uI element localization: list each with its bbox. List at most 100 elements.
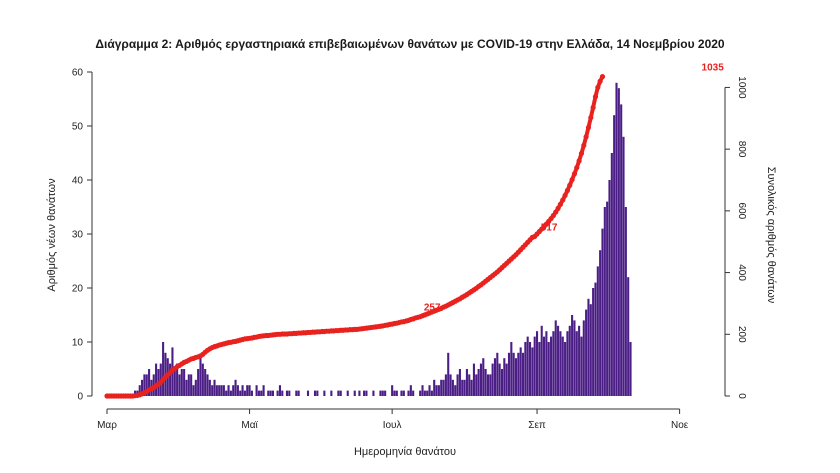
bar <box>402 390 405 396</box>
bar <box>610 153 613 396</box>
bar <box>250 390 253 396</box>
bar <box>449 374 452 396</box>
y-tick-label-right: 0 <box>736 393 747 399</box>
bar <box>505 363 508 396</box>
cumulative-point <box>578 150 585 157</box>
bar <box>458 369 461 396</box>
bar <box>194 379 197 396</box>
cumulative-label: 1035 <box>702 63 725 74</box>
y-tick-label-right: 1000 <box>736 76 747 99</box>
y-axis-label-left: Αριθμός νέων θανάτων <box>46 178 58 292</box>
cumulative-point <box>567 182 573 188</box>
cumulative-label: 517 <box>541 222 558 233</box>
bar <box>521 352 525 396</box>
cumulative-point <box>590 104 596 111</box>
x-tick-label: Ιουλ <box>383 420 402 431</box>
bar <box>496 352 499 396</box>
bar <box>379 390 382 396</box>
bar <box>510 342 513 396</box>
bar <box>236 385 239 396</box>
cumulative-point <box>555 205 561 211</box>
x-tick-label: Μαρ <box>97 420 117 431</box>
bar <box>227 385 230 396</box>
bar <box>456 374 459 396</box>
bar <box>491 363 494 396</box>
x-axis-label: Ημερομηνία θανάτου <box>354 446 456 458</box>
bar <box>241 385 244 396</box>
x-tick-label: Σεπ <box>528 420 546 431</box>
bar <box>145 374 148 396</box>
bar <box>285 390 289 396</box>
bar <box>514 358 518 396</box>
cumulative-point <box>571 171 578 177</box>
bar <box>531 347 534 396</box>
bar <box>218 385 221 396</box>
bar <box>589 304 592 396</box>
bar <box>421 385 424 396</box>
bar <box>412 390 415 396</box>
bar <box>568 325 571 396</box>
bar <box>278 385 282 396</box>
bar <box>225 390 228 396</box>
bar <box>148 369 151 396</box>
bar <box>564 342 567 396</box>
cumulative-point <box>564 187 571 194</box>
bar <box>550 336 553 396</box>
bar <box>426 390 429 396</box>
bar <box>613 115 616 396</box>
bar <box>337 390 340 396</box>
y-tick-label-right: 600 <box>736 203 747 220</box>
bar <box>451 379 454 396</box>
y-tick-label-left: 30 <box>72 230 84 241</box>
cumulative-point <box>597 78 603 84</box>
cumulative-point <box>581 142 587 149</box>
bar <box>428 385 431 396</box>
bar <box>465 369 468 396</box>
bar <box>461 379 464 396</box>
bar <box>482 358 485 396</box>
bar <box>243 390 246 396</box>
bar <box>185 379 188 396</box>
bar <box>533 336 536 396</box>
bar <box>435 385 438 396</box>
bar <box>222 385 225 396</box>
bar <box>281 390 284 396</box>
bar <box>229 390 232 396</box>
bar <box>372 390 375 396</box>
bar <box>573 320 576 396</box>
y-tick-label-left: 10 <box>72 338 84 349</box>
bar <box>580 336 583 396</box>
bar <box>339 390 342 396</box>
cumulative-point <box>562 192 568 199</box>
bar <box>143 374 146 396</box>
cumulative-point <box>557 201 564 207</box>
bar <box>503 358 506 396</box>
y-tick-label-left: 40 <box>72 176 84 187</box>
cumulative-point <box>585 124 592 131</box>
x-tick-label: Μαϊ <box>241 420 258 431</box>
cumulative-point <box>599 74 606 80</box>
bar <box>176 363 179 396</box>
bar <box>594 282 597 396</box>
bar <box>201 363 204 396</box>
bar <box>557 325 560 396</box>
y-tick-label-right: 200 <box>736 326 747 343</box>
bar <box>507 352 511 396</box>
bar <box>603 207 606 396</box>
bar <box>215 385 218 396</box>
bar <box>545 331 548 396</box>
cumulative-point <box>588 115 594 121</box>
bar <box>346 390 349 396</box>
bar <box>211 385 214 396</box>
bar <box>295 390 298 396</box>
bar <box>606 201 609 396</box>
bar <box>552 331 555 396</box>
bar <box>363 390 366 396</box>
bar <box>262 385 265 396</box>
bar <box>248 385 251 396</box>
bar <box>353 390 356 396</box>
bar <box>472 363 475 396</box>
bar <box>540 325 543 396</box>
bar <box>232 385 235 396</box>
